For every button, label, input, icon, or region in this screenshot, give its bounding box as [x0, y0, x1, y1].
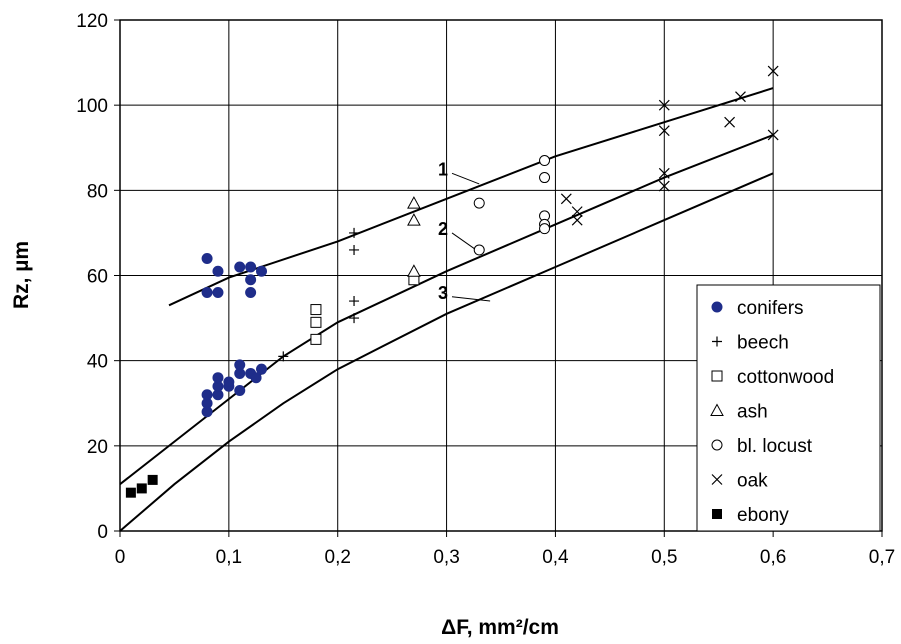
legend-label-ash: ash	[737, 402, 768, 423]
point-oak	[571, 206, 583, 218]
point-bl-locust	[473, 244, 485, 256]
curve-label-1: 1	[438, 159, 448, 179]
legend-label-oak: oak	[737, 471, 768, 492]
point-beech	[349, 313, 360, 324]
point-conifers	[256, 363, 268, 375]
point-oak	[658, 125, 670, 137]
legend-marker-oak	[711, 474, 723, 485]
x-tick-label: 0,3	[433, 547, 459, 568]
data-points	[125, 65, 779, 498]
point-conifers	[212, 372, 224, 384]
x-axis-title: ΔF, mm²/cm	[441, 616, 559, 639]
point-conifers	[245, 287, 257, 299]
point-oak	[571, 214, 583, 226]
point-bl-locust	[539, 223, 551, 235]
point-conifers	[234, 261, 246, 273]
fit-curve-2	[119, 134, 774, 485]
point-oak	[735, 91, 746, 103]
point-ash	[407, 196, 421, 209]
curve-label-2: 2	[438, 219, 448, 239]
point-oak	[658, 99, 670, 111]
legend-marker-ash	[710, 403, 724, 416]
fit-curve-3	[119, 172, 774, 532]
point-cottonwood	[310, 333, 322, 345]
point-oak	[767, 129, 779, 141]
legend-label-beech: beech	[737, 333, 789, 354]
legend-marker-cottonwood	[711, 370, 723, 382]
point-oak	[658, 167, 670, 179]
y-tick-label: 60	[87, 267, 108, 288]
legend-label-cottonwood: cottonwood	[737, 367, 834, 388]
point-bl-locust	[473, 197, 485, 209]
point-beech	[278, 351, 289, 362]
fit-curve-1	[168, 87, 774, 307]
point-conifers	[245, 261, 257, 273]
point-beech	[349, 227, 360, 238]
point-oak	[658, 180, 670, 192]
y-tick-label: 120	[76, 11, 108, 32]
curve-leader-3	[451, 296, 491, 302]
point-conifers	[234, 384, 246, 396]
y-tick-label: 80	[87, 181, 108, 202]
legend-marker-bl-locust	[711, 439, 723, 451]
point-ebony	[125, 487, 136, 498]
point-conifers	[212, 265, 224, 277]
legend-label-ebony: ebony	[737, 505, 789, 526]
y-tick-label: 100	[76, 96, 108, 117]
point-ash	[407, 213, 421, 226]
y-tick-label: 0	[97, 522, 108, 543]
point-conifers	[234, 359, 246, 371]
point-conifers	[223, 376, 235, 388]
curve-leader-1	[451, 172, 480, 185]
x-tick-label: 0,2	[325, 547, 351, 568]
x-tick-label: 0,1	[216, 547, 242, 568]
legend-label-bl-locust: bl. locust	[737, 436, 813, 457]
point-ash	[407, 264, 421, 277]
point-ebony	[136, 483, 147, 494]
legend: conifers beech cottonwood ash bl. locust oak e…	[696, 284, 881, 532]
x-tick-label: 0	[115, 547, 126, 568]
curve-label-3: 3	[438, 283, 448, 303]
point-conifers	[250, 372, 262, 384]
point-cottonwood	[310, 316, 322, 328]
point-conifers	[201, 252, 213, 264]
point-oak	[724, 116, 736, 128]
axis-ticks: 0 0,1 0,2 0,3 0,4 0,5 0,6 0,7 0 20 40 60 80 100 120	[76, 11, 895, 568]
point-oak	[767, 65, 779, 77]
fit-curves: 1 2 3	[119, 87, 774, 532]
y-axis-title: Rz, µm	[10, 241, 33, 309]
point-conifers	[212, 287, 224, 299]
x-tick-label: 0,4	[542, 547, 569, 568]
x-tick-label: 0,5	[651, 547, 677, 568]
legend-box	[696, 284, 881, 532]
point-beech	[349, 244, 360, 255]
legend-marker-ebony	[712, 509, 722, 519]
point-conifers	[201, 389, 213, 401]
point-ebony	[147, 474, 158, 485]
x-tick-label: 0,6	[760, 547, 786, 568]
point-oak	[560, 193, 572, 205]
x-tick-label: 0,7	[869, 547, 895, 568]
legend-marker-conifers	[711, 301, 723, 313]
y-tick-label: 40	[87, 352, 108, 373]
point-conifers	[245, 274, 257, 286]
legend-label-conifers: conifers	[737, 298, 804, 319]
y-tick-label: 20	[87, 437, 108, 458]
point-conifers	[201, 287, 213, 299]
point-conifers	[256, 265, 268, 277]
point-bl-locust	[539, 172, 551, 184]
point-beech	[349, 296, 360, 307]
point-cottonwood	[310, 304, 322, 316]
point-bl-locust	[539, 155, 551, 167]
legend-marker-beech	[712, 336, 722, 347]
